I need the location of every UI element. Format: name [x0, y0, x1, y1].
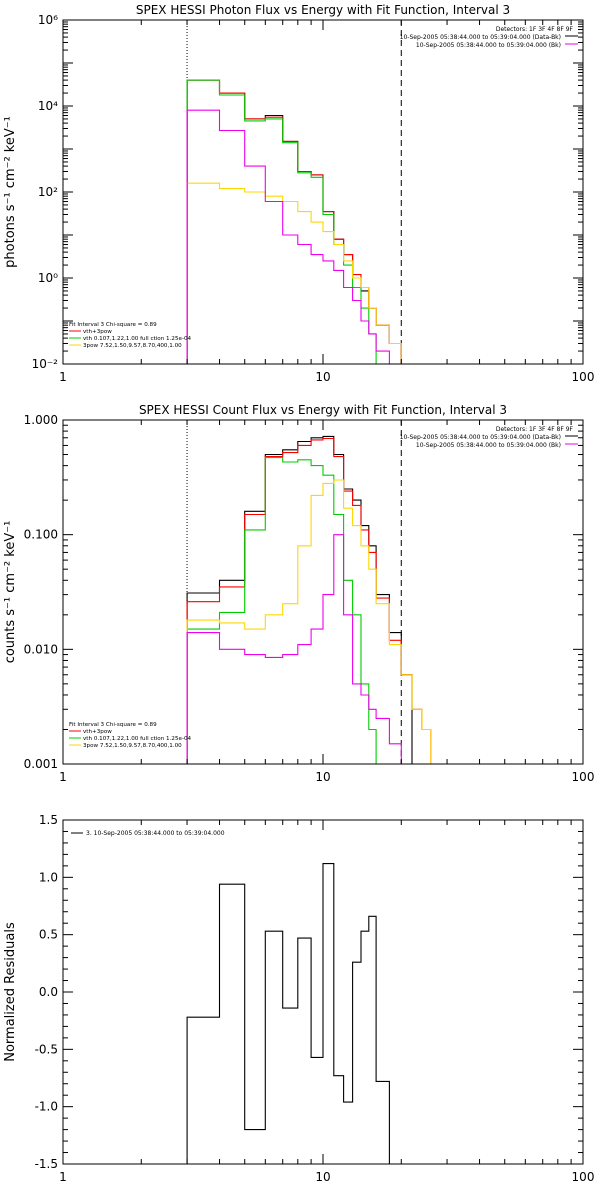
series-line-4: [186, 479, 440, 764]
y-tick-label: -1.0: [35, 1100, 58, 1114]
legend-top-right-entry: Detectors: 1F 3F 4F 8F 9F: [496, 26, 574, 33]
chart-title: SPEX HESSI Count Flux vs Energy with Fit…: [139, 403, 507, 417]
x-tick-label: 100: [572, 770, 595, 784]
legend-top-right-entry: 10-Sep-2005 05:38:44.000 to 05:39:04.000…: [400, 434, 561, 441]
legend-bottom-left-entry: vth+3pow: [83, 329, 112, 335]
x-tick-label: 1: [59, 1170, 67, 1184]
x-tick-label: 10: [315, 770, 330, 784]
x-tick-label: 10: [315, 1170, 330, 1184]
y-tick-label: 0.010: [24, 642, 58, 656]
legend-top-right-entry: 10-Sep-2005 05:38:44.000 to 05:39:04.000…: [416, 42, 561, 49]
legend-top-right-entry: 10-Sep-2005 05:38:44.000 to 05:39:04.000…: [416, 442, 561, 449]
series-group: [186, 863, 390, 1164]
y-tick-label: -1.5: [35, 1157, 58, 1171]
y-tick-label: 1.5: [39, 813, 58, 827]
series-line-3: [186, 79, 377, 364]
y-tick-label: 10⁶: [38, 13, 58, 27]
y-tick-label: 0.5: [39, 928, 58, 942]
series-group: [186, 79, 440, 364]
y-tick-label: 10⁰: [38, 271, 58, 285]
y-tick-label: 0.001: [24, 757, 58, 771]
y-tick-label: 0.0: [39, 985, 58, 999]
legend-bottom-left-entry: vth 0.107,1.22,1.00 full ction 1.25e-04: [83, 736, 192, 742]
series-line-5: [186, 109, 402, 364]
chart-title: SPEX HESSI Photon Flux vs Energy with Fi…: [136, 3, 510, 17]
legend-bottom-left-entry: 3pow 7.52,1.50,9.57,8.70,400,1.00: [83, 343, 182, 349]
legend-top-left-entry: 3. 10-Sep-2005 05:38:44.000 to 05:39:04.…: [86, 830, 225, 837]
chart-panel-3: 1 10 100 -1.5 -1.0 -0.5 0.0 0.5 1.0 1.5 Normalized…: [3, 813, 594, 1184]
x-tick-label: 10: [315, 370, 330, 384]
y-axis-label: Normalized Residuals: [3, 922, 18, 1062]
series-line-1: [186, 863, 390, 1164]
series-line-5: [186, 534, 402, 764]
legend-bottom-left-entry: Fit Interval 3 Chi-square = 0.89: [69, 322, 157, 328]
legend-bottom-left-entry: vth+3pow: [83, 729, 112, 735]
chart-panel-2: SPEX HESSI Count Flux vs Energy with Fit…: [3, 403, 594, 784]
legend-top-right-entry: Detectors: 1F 3F 4F 8F 9F: [496, 426, 574, 433]
series-group: [186, 435, 440, 764]
legend-bottom-left-entry: Fit Interval 3 Chi-square = 0.89: [69, 722, 157, 728]
legend-top-right-entry: 10-Sep-2005 05:38:44.000 to 05:39:04.000…: [400, 34, 561, 41]
y-tick-label: 1.0: [39, 870, 58, 884]
y-tick-label: 10⁴: [38, 99, 58, 113]
y-tick-label: -0.5: [35, 1042, 58, 1056]
y-tick-label: 10⁻²: [32, 357, 59, 371]
series-line-1: [186, 435, 413, 764]
x-tick-label: 1: [59, 370, 67, 384]
y-tick-label: 10²: [38, 185, 58, 199]
x-tick-label: 100: [572, 1170, 595, 1184]
series-line-3: [186, 457, 390, 764]
x-tick-label: 1: [59, 770, 67, 784]
y-tick-label: 1.000: [24, 413, 58, 427]
legend-bottom-left-entry: 3pow 7.52,1.50,9.57,8.70,400,1.00: [83, 743, 182, 749]
x-tick-label: 100: [572, 370, 595, 384]
y-axis-label: photons s⁻¹ cm⁻² keV⁻¹: [3, 116, 18, 268]
y-axis-label: counts s⁻¹ cm⁻² keV⁻¹: [3, 521, 18, 664]
y-tick-label: 0.100: [24, 528, 58, 542]
legend-bottom-left-entry: vth 0.107,1.22,1.00 full ction 1.25e-04: [83, 336, 192, 342]
chart-panel-1: SPEX HESSI Photon Flux vs Energy with Fi…: [3, 3, 594, 384]
